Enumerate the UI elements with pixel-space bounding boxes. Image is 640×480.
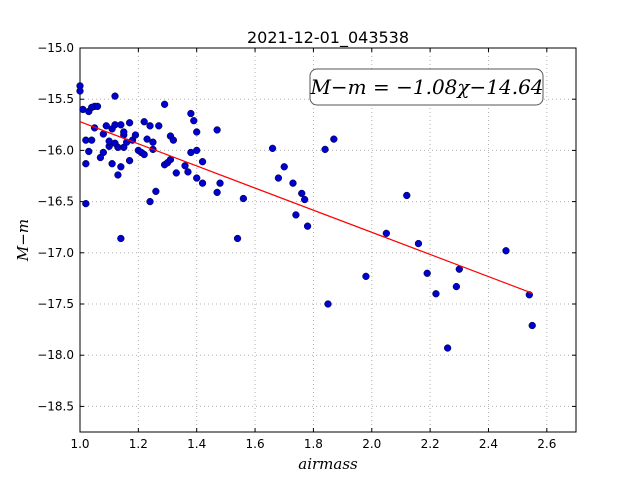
data-point [99,148,107,157]
y-tick-label: −15.0 [37,41,74,55]
x-tick-label: 1.0 [70,437,89,451]
data-point [93,102,102,111]
x-tick-label: 2.0 [362,437,381,451]
data-point [298,189,306,198]
data-point [76,87,84,95]
data-point [160,100,169,108]
y-tick-label: −18.0 [37,348,74,362]
data-point [120,128,128,136]
data-point [117,234,125,243]
y-tick-label: −16.0 [37,143,74,157]
data-point [198,158,207,166]
data-point [213,126,221,134]
data-point [414,239,423,248]
data-point [149,138,157,146]
chart-title: 2021-12-01_043538 [247,28,409,48]
data-point [239,194,248,203]
data-point [125,119,134,127]
data-point [140,150,148,159]
x-tick-label: 1.4 [187,437,206,451]
data-point [108,160,116,168]
data-point [184,168,192,176]
data-point [362,272,370,281]
axis-ticks [79,47,576,432]
plot-frame [79,47,577,433]
x-tick-label: 1.6 [246,437,265,451]
x-tick-label: 2.2 [421,437,440,451]
data-points [76,82,536,352]
data-point [382,229,391,237]
data-point [152,187,160,196]
data-point [125,156,134,165]
data-point [292,211,300,219]
data-point [146,122,154,130]
y-tick-label: −18.5 [37,399,74,413]
data-point [198,179,207,187]
data-point [82,160,90,168]
data-point [114,171,122,179]
data-point [190,117,198,125]
data-point [443,344,452,352]
y-tick-label: −17.0 [37,246,74,260]
x-tick-labels: 1.0 1.2 1.4 1.6 1.8 2.0 2.2 2.4 2.6 [70,437,556,451]
annotation-text: M−m = −1.08χ−14.64 [309,75,543,99]
data-point [111,92,119,100]
data-point [423,269,431,277]
x-tick-label: 2.6 [537,437,556,451]
data-point [155,122,163,130]
data-point [146,197,154,206]
data-point [82,199,90,208]
data-point [102,122,110,130]
data-point [117,163,125,171]
y-tick-label: −15.5 [37,92,74,106]
y-axis-label: M−m [14,219,32,262]
data-point [301,195,309,204]
data-point [193,128,201,136]
data-point [330,135,338,143]
data-point [169,136,178,144]
data-point [321,145,329,154]
data-point [193,146,201,155]
data-point [172,169,180,177]
data-point [289,179,297,187]
y-tick-label: −16.5 [37,195,74,209]
data-point [85,147,93,156]
data-point [233,234,242,243]
y-tick-label: −17.5 [37,297,74,311]
data-point [432,290,440,298]
data-point [187,109,195,118]
data-point [452,282,461,291]
data-point [143,135,151,143]
data-point [131,131,140,139]
data-point [502,247,510,255]
y-tick-labels: −15.0 −15.5 −16.0 −16.5 −17.0 −17.5 −18.0 −18.5 [37,41,74,413]
data-point [213,188,221,197]
fit-line [79,121,533,294]
x-tick-label: 1.2 [129,437,148,451]
data-point [268,144,277,153]
data-point [216,179,224,187]
data-point [303,222,312,230]
grid [79,47,576,432]
x-tick-label: 2.4 [479,437,498,451]
x-tick-label: 1.8 [304,437,323,451]
data-point [280,163,288,171]
data-point [528,321,536,330]
data-point [181,162,189,170]
data-point [88,136,96,144]
data-point [274,174,283,182]
data-point [324,300,332,308]
data-point [117,121,125,129]
data-point [403,191,411,200]
data-point [193,174,201,182]
x-axis-label: airmass [298,455,358,473]
annotation-box: M−m = −1.08χ−14.64 [309,68,544,106]
data-point [140,118,148,126]
